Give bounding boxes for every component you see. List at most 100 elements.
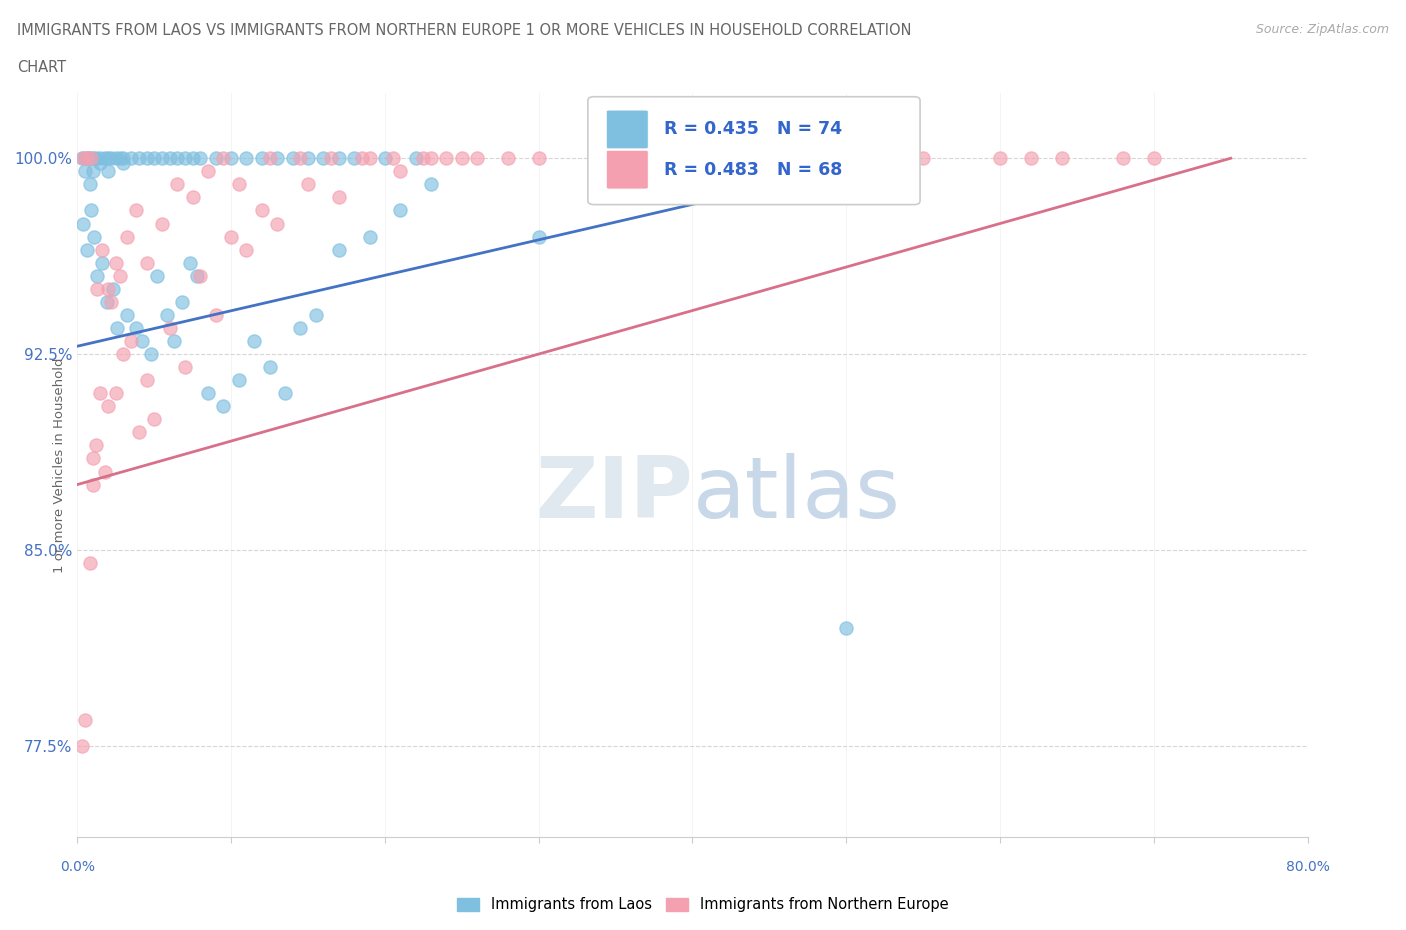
Point bbox=[319, 151, 342, 166]
Point bbox=[243, 334, 266, 349]
Point bbox=[135, 255, 157, 270]
Point bbox=[80, 151, 103, 166]
Text: R = 0.483   N = 68: R = 0.483 N = 68 bbox=[664, 161, 842, 179]
Point bbox=[143, 151, 166, 166]
Point bbox=[112, 156, 135, 171]
Point bbox=[73, 164, 96, 179]
Point bbox=[219, 151, 242, 166]
Point bbox=[105, 321, 128, 336]
Point bbox=[181, 190, 204, 205]
Text: 80.0%: 80.0% bbox=[1285, 860, 1330, 874]
Point bbox=[266, 216, 288, 231]
Point bbox=[174, 151, 197, 166]
Point bbox=[89, 151, 111, 166]
Point bbox=[250, 151, 273, 166]
Point bbox=[405, 151, 427, 166]
Point bbox=[186, 268, 208, 283]
Point bbox=[90, 255, 114, 270]
Point bbox=[190, 151, 212, 166]
Point bbox=[77, 151, 100, 166]
Point bbox=[80, 203, 103, 218]
FancyBboxPatch shape bbox=[606, 110, 648, 149]
Point bbox=[835, 151, 858, 166]
Point bbox=[190, 268, 212, 283]
Point bbox=[115, 308, 138, 323]
Point bbox=[82, 451, 104, 466]
Point bbox=[212, 399, 235, 414]
Point bbox=[72, 216, 94, 231]
Point bbox=[104, 255, 127, 270]
Point bbox=[420, 151, 443, 166]
Point bbox=[174, 360, 197, 375]
FancyBboxPatch shape bbox=[588, 97, 920, 205]
Point bbox=[682, 151, 704, 166]
Point bbox=[389, 203, 412, 218]
Point bbox=[97, 151, 120, 166]
Point bbox=[988, 151, 1011, 166]
Point bbox=[605, 151, 627, 166]
Point bbox=[150, 151, 173, 166]
Point bbox=[228, 373, 250, 388]
Point bbox=[259, 360, 281, 375]
Point bbox=[90, 242, 114, 257]
Text: CHART: CHART bbox=[17, 60, 66, 75]
Point bbox=[527, 229, 550, 244]
Point bbox=[374, 151, 396, 166]
Point bbox=[235, 151, 257, 166]
Point bbox=[128, 425, 150, 440]
Point bbox=[297, 177, 319, 192]
Point bbox=[181, 151, 204, 166]
Text: Source: ZipAtlas.com: Source: ZipAtlas.com bbox=[1256, 23, 1389, 36]
Point bbox=[281, 151, 304, 166]
Legend: Immigrants from Laos, Immigrants from Northern Europe: Immigrants from Laos, Immigrants from No… bbox=[451, 891, 955, 918]
Point bbox=[212, 151, 235, 166]
Point bbox=[155, 308, 177, 323]
Point bbox=[219, 229, 242, 244]
Point bbox=[496, 151, 519, 166]
Point bbox=[343, 151, 366, 166]
Point bbox=[1019, 151, 1042, 166]
Text: IMMIGRANTS FROM LAOS VS IMMIGRANTS FROM NORTHERN EUROPE 1 OR MORE VEHICLES IN HO: IMMIGRANTS FROM LAOS VS IMMIGRANTS FROM … bbox=[17, 23, 911, 38]
Point bbox=[350, 151, 373, 166]
Point bbox=[179, 255, 201, 270]
Point bbox=[328, 190, 350, 205]
Point bbox=[297, 151, 319, 166]
Point bbox=[359, 229, 381, 244]
Text: 0.0%: 0.0% bbox=[60, 860, 94, 874]
Point bbox=[125, 203, 148, 218]
Point bbox=[84, 151, 107, 166]
Point bbox=[450, 151, 472, 166]
Point bbox=[166, 177, 188, 192]
Point bbox=[141, 347, 163, 362]
Point bbox=[290, 151, 312, 166]
FancyBboxPatch shape bbox=[606, 151, 648, 189]
Text: R = 0.435   N = 74: R = 0.435 N = 74 bbox=[664, 121, 842, 139]
Point bbox=[70, 151, 93, 166]
Point bbox=[89, 386, 111, 401]
Point bbox=[110, 268, 132, 283]
Text: ZIP: ZIP bbox=[534, 453, 693, 537]
Point bbox=[70, 738, 93, 753]
Point bbox=[527, 151, 550, 166]
Point bbox=[97, 399, 120, 414]
Point bbox=[835, 620, 858, 635]
Point bbox=[290, 321, 312, 336]
Point bbox=[197, 164, 219, 179]
Point bbox=[82, 477, 104, 492]
Point bbox=[912, 151, 935, 166]
Point bbox=[104, 151, 127, 166]
Point bbox=[82, 164, 104, 179]
Point bbox=[115, 229, 138, 244]
Point bbox=[328, 151, 350, 166]
Y-axis label: 1 or more Vehicles in Household: 1 or more Vehicles in Household bbox=[53, 357, 66, 573]
Point bbox=[79, 555, 101, 570]
Point bbox=[97, 282, 120, 297]
Point bbox=[73, 712, 96, 727]
Point bbox=[159, 151, 181, 166]
Point bbox=[197, 386, 219, 401]
Point bbox=[204, 308, 226, 323]
Text: atlas: atlas bbox=[693, 453, 900, 537]
Point bbox=[135, 373, 157, 388]
Point bbox=[420, 177, 443, 192]
Point bbox=[94, 151, 117, 166]
